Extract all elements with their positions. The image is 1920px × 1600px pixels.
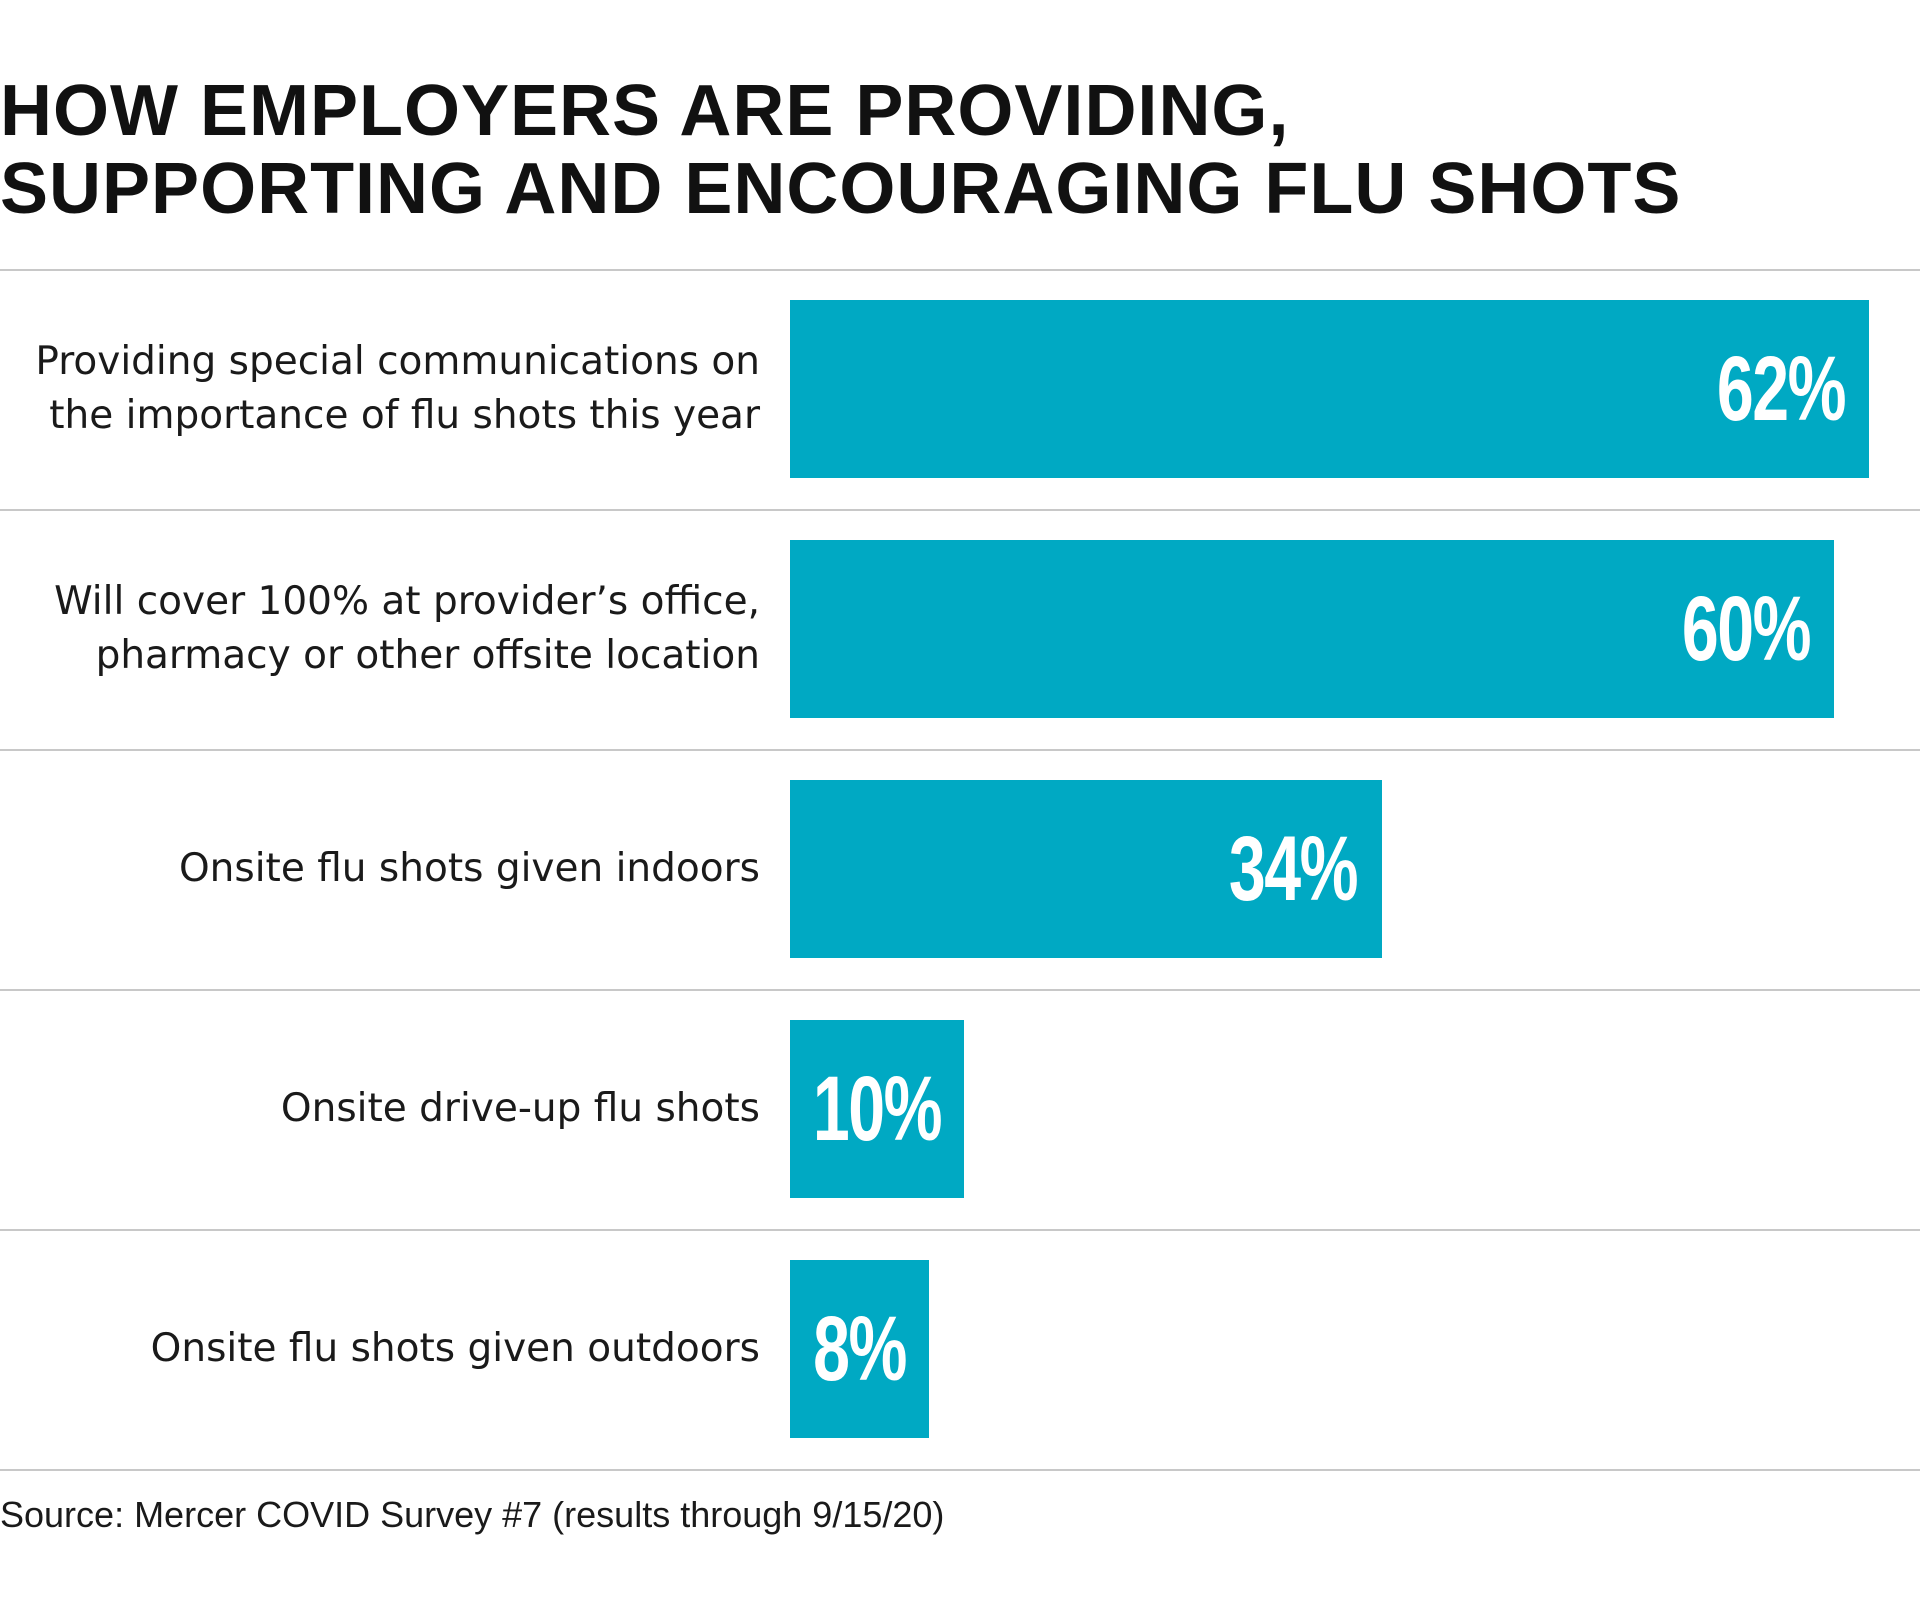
bar-value-label: 8% [813,1297,907,1400]
category-label-line: pharmacy or other offsite location [95,633,760,678]
category-label-line: Will cover 100% at provider’s office, [54,579,760,624]
category-label-line: Onsite flu shots given indoors [178,846,760,891]
bar-value-label: 34% [1229,817,1359,920]
bar: 8% [790,1260,930,1438]
bar-value-label: 10% [812,1057,943,1160]
category-label: Onsite drive-up flu shots [0,1020,760,1198]
bar: 10% [790,1020,964,1198]
row-divider [0,1229,1920,1231]
category-label: Onsite flu shots given indoors [0,780,760,958]
source-note: Source: Mercer COVID Survey #7 (results … [0,1494,945,1535]
category-label: Onsite flu shots given outdoors [0,1260,760,1438]
row-divider [0,989,1920,991]
bar-value-label: 60% [1681,577,1812,680]
row-divider [0,1469,1920,1471]
bar: 60% [790,540,1834,718]
chart-title: HOW EMPLOYERS ARE PROVIDING, SUPPORTING … [0,72,1900,228]
row-divider [0,269,1920,271]
row-divider [0,509,1920,511]
bar: 62% [790,300,1869,478]
category-label: Will cover 100% at provider’s office, pha… [0,540,760,718]
category-label-line: Providing special communications on [35,339,760,384]
category-label: Providing special communications on the i… [0,300,760,478]
chart-title-line-1: HOW EMPLOYERS ARE PROVIDING, [0,71,1290,151]
row-divider [0,749,1920,751]
chart-title-line-2: SUPPORTING AND ENCOURAGING FLU SHOTS [0,149,1682,229]
bar: 34% [790,780,1382,958]
bar-value-label: 62% [1716,337,1847,440]
category-label-line: Onsite flu shots given outdoors [150,1326,760,1371]
category-label-line: Onsite drive-up flu shots [280,1086,760,1131]
category-label-line: the importance of flu shots this year [49,393,760,438]
